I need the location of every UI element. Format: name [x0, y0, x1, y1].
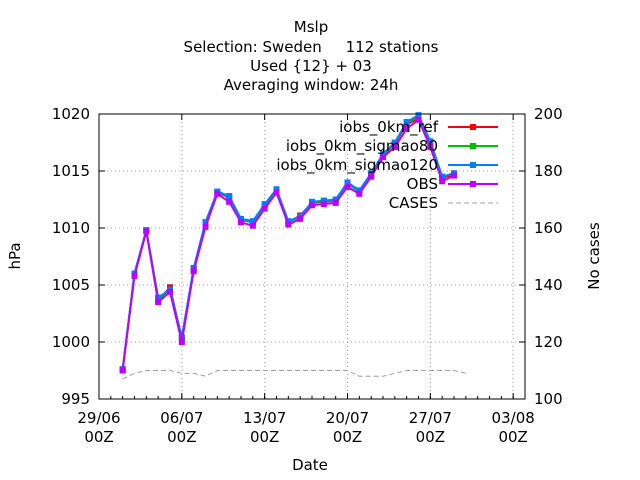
grid — [99, 114, 525, 399]
legend-label: OBS — [407, 175, 438, 193]
legend-marker — [470, 162, 476, 168]
y-tick-label: 995 — [61, 390, 90, 408]
data-point-iobs_0km_sigmao120 — [439, 173, 446, 180]
y-tick-label: 1005 — [52, 276, 90, 294]
x-tick-label: 27/07 — [409, 409, 452, 427]
series-group — [119, 112, 466, 380]
data-point-iobs_0km_sigmao120 — [427, 138, 434, 145]
data-point-iobs_0km_sigmao120 — [273, 186, 280, 193]
y2-axis-label: No cases — [585, 222, 603, 290]
x-tick-label: 20/07 — [326, 409, 369, 427]
data-point-iobs_0km_sigmao120 — [415, 112, 422, 119]
x-tick-label: 00Z — [84, 428, 113, 446]
data-point-OBS — [309, 202, 315, 209]
x-tick-label: 00Z — [167, 428, 196, 446]
data-point-iobs_0km_sigmao120 — [391, 139, 398, 146]
data-point-iobs_0km_sigmao120 — [249, 218, 256, 225]
data-point-iobs_0km_sigmao120 — [403, 118, 410, 125]
data-point-OBS — [439, 178, 446, 185]
y2-tick-label: 100 — [534, 390, 563, 408]
legend-label: iobs_0km_ref — [339, 118, 439, 137]
legend-marker — [470, 143, 476, 149]
data-point-iobs_0km_sigmao120 — [238, 215, 244, 222]
data-point-OBS — [261, 205, 268, 212]
data-point-OBS — [226, 198, 233, 205]
legend-label: iobs_0km_sigmao80 — [286, 137, 438, 156]
data-point-iobs_0km_sigmao120 — [380, 150, 386, 157]
data-point-iobs_0km_sigmao120 — [285, 218, 292, 225]
data-point-OBS — [332, 199, 339, 206]
data-point-OBS — [178, 339, 185, 345]
data-point-iobs_0km_sigmao120 — [261, 201, 268, 208]
data-point-OBS — [368, 173, 375, 180]
y-tick-label: 1015 — [52, 162, 90, 180]
data-point-OBS — [403, 125, 410, 132]
y-tick-label: 1020 — [52, 105, 90, 123]
y-tick-label: 1000 — [52, 333, 90, 351]
y2-tick-label: 200 — [534, 105, 563, 123]
chart-subtitle-1: Selection: Sweden 112 stations — [184, 38, 439, 56]
data-point-iobs_0km_sigmao120 — [202, 219, 209, 226]
data-point-OBS — [285, 221, 292, 228]
data-point-iobs_0km_sigmao120 — [356, 187, 363, 194]
chart-subtitle-2: Used {12} + 03 — [250, 57, 372, 75]
legend-label: CASES — [389, 194, 438, 212]
data-point-OBS — [415, 116, 422, 123]
data-point-iobs_0km_sigmao120 — [309, 198, 315, 205]
data-point-OBS — [427, 144, 434, 151]
data-point-OBS — [190, 268, 197, 275]
x-tick-label: 06/07 — [160, 409, 203, 427]
data-point-OBS — [391, 144, 398, 151]
y2-tick-label: 160 — [534, 219, 563, 237]
legend: iobs_0km_refiobs_0km_sigmao80iobs_0km_si… — [276, 118, 498, 212]
data-point-OBS — [119, 367, 126, 374]
data-point-OBS — [143, 228, 150, 235]
data-point-OBS — [320, 201, 327, 208]
y2-tick-label: 140 — [534, 276, 563, 294]
legend-marker — [470, 124, 476, 130]
cases-line — [122, 370, 466, 380]
data-point-OBS — [249, 222, 256, 229]
axis-ticks: 995 1000 1005 1010 1015 1020 100 120 140 160 180 20… — [52, 105, 563, 446]
y2-tick-label: 180 — [534, 162, 563, 180]
x-tick-label: 03/08 — [492, 409, 535, 427]
data-point-OBS — [238, 219, 244, 226]
legend-marker — [470, 181, 476, 187]
data-point-iobs_0km_sigmao120 — [344, 179, 351, 186]
x-tick-label: 29/06 — [77, 409, 120, 427]
x-tick-label: 00Z — [333, 428, 362, 446]
y-tick-label: 1010 — [52, 219, 90, 237]
legend-label: iobs_0km_sigmao120 — [276, 156, 438, 175]
data-point-OBS — [451, 172, 457, 179]
x-tick-label: 00Z — [250, 428, 279, 446]
x-tick-label: 00Z — [416, 428, 445, 446]
data-point-OBS — [131, 272, 138, 279]
data-point-iobs_0km_sigmao120 — [368, 170, 375, 177]
x-tick-label: 13/07 — [243, 409, 286, 427]
data-point-OBS — [356, 190, 363, 197]
data-point-iobs_0km_sigmao120 — [320, 197, 327, 204]
data-point-OBS — [155, 299, 162, 306]
data-point-OBS — [380, 154, 386, 161]
x-axis-label: Date — [292, 456, 328, 474]
x-tick-label: 00Z — [498, 428, 527, 446]
y2-tick-label: 120 — [534, 333, 563, 351]
y-axis-label: hPa — [6, 242, 24, 269]
chart-subtitle-3: Averaging window: 24h — [224, 76, 399, 94]
data-point-iobs_0km_sigmao120 — [226, 193, 233, 200]
data-point-OBS — [297, 215, 304, 222]
data-point-OBS — [344, 183, 351, 190]
data-point-OBS — [167, 288, 173, 295]
data-point-OBS — [273, 189, 280, 196]
data-point-OBS — [202, 223, 209, 230]
data-point-OBS — [214, 190, 221, 197]
chart-title: Mslp — [294, 18, 328, 36]
data-point-iobs_0km_sigmao120 — [332, 196, 339, 203]
